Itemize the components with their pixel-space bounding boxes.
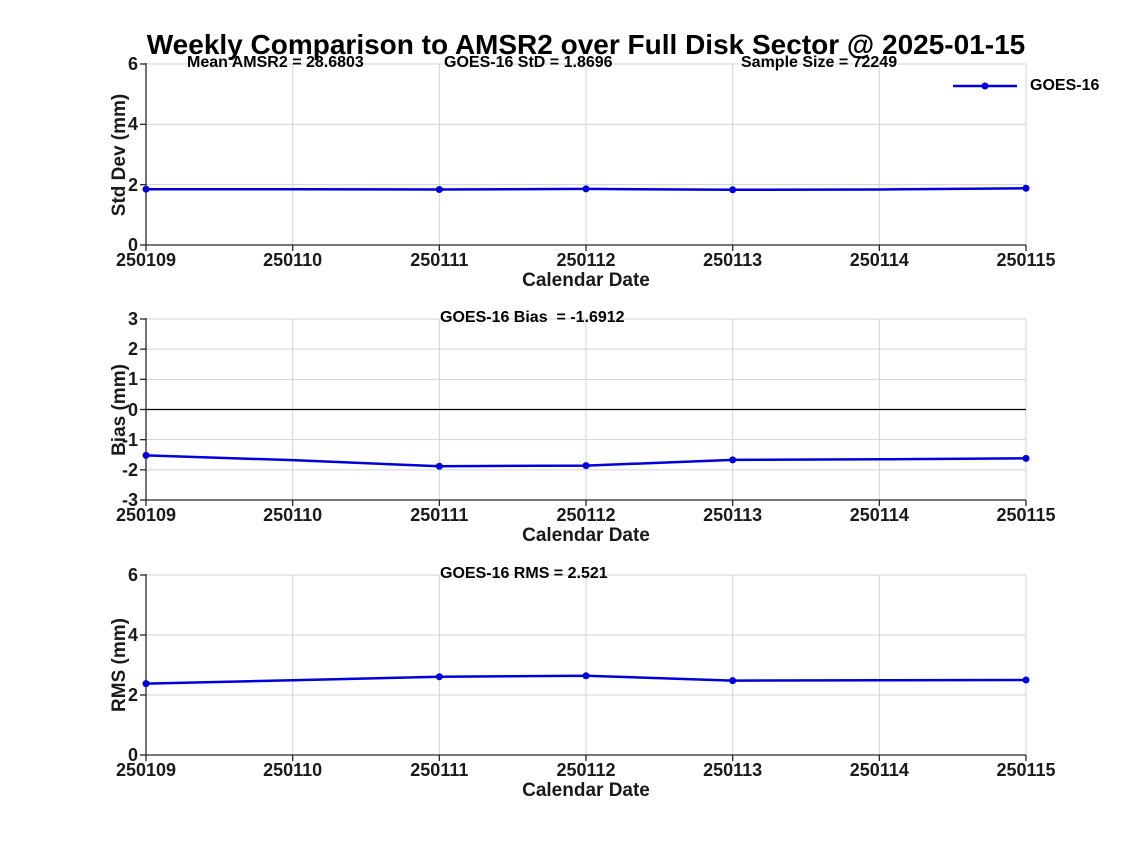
legend: GOES-16 xyxy=(953,77,1099,95)
y-tick-label: 2 xyxy=(127,174,138,195)
x-tick-label: 250114 xyxy=(849,760,909,780)
x-tick-label: 250112 xyxy=(556,760,616,780)
x-tick-label: 250113 xyxy=(703,505,763,525)
stat-annotation: Mean AMSR2 = 28.6803 xyxy=(187,54,364,71)
x-tick-label: 250109 xyxy=(115,250,177,270)
data-point-marker xyxy=(142,185,150,193)
data-point-marker xyxy=(582,462,590,470)
stat-annotation: GOES-16 StD = 1.8696 xyxy=(444,54,613,71)
y-tick-label: 4 xyxy=(127,114,138,135)
data-point-marker xyxy=(435,185,443,193)
data-point-marker xyxy=(435,673,443,681)
chart-title: Weekly Comparison to AMSR2 over Full Dis… xyxy=(146,29,1026,60)
x-tick-label: 250115 xyxy=(996,760,1056,780)
y-tick-label: 2 xyxy=(127,685,138,705)
x-tick-label: 250110 xyxy=(263,505,323,525)
y-tick-label: 1 xyxy=(127,369,138,390)
stat-annotation: Sample Size = 72249 xyxy=(741,54,898,71)
stat-annotation: GOES-16 Bias = -1.6912 xyxy=(440,309,625,326)
stat-annotation: GOES-16 RMS = 2.521 xyxy=(440,565,608,582)
y-tick-label: -2 xyxy=(121,459,138,480)
x-axis-label: Calendar Date xyxy=(522,525,650,546)
data-point-marker xyxy=(582,185,590,193)
x-tick-label: 250110 xyxy=(263,250,323,270)
data-point-marker xyxy=(142,680,150,688)
x-tick-label: 250112 xyxy=(556,250,616,270)
x-axis-label: Calendar Date xyxy=(522,780,650,801)
x-tick-label: 250111 xyxy=(410,760,469,780)
x-tick-label: 250114 xyxy=(849,505,909,525)
y-tick-label: 0 xyxy=(127,235,138,255)
x-tick-label: 250113 xyxy=(703,760,763,780)
data-point-marker xyxy=(1022,184,1030,192)
x-tick-label: 250109 xyxy=(115,760,177,780)
data-point-marker xyxy=(1022,676,1030,684)
x-tick-label: 250112 xyxy=(556,505,616,525)
data-point-marker xyxy=(729,186,737,194)
x-tick-label: 250114 xyxy=(849,250,909,270)
y-tick-label: 0 xyxy=(127,399,138,420)
x-tick-label: 250115 xyxy=(996,250,1056,270)
x-tick-label: 250111 xyxy=(410,505,469,525)
data-point-marker xyxy=(582,672,590,680)
y-tick-label: 6 xyxy=(127,565,138,585)
y-tick-label: 0 xyxy=(127,745,138,765)
y-tick-label: 6 xyxy=(127,54,138,74)
y-tick-label: 2 xyxy=(127,339,138,360)
legend-marker xyxy=(981,82,989,90)
x-tick-label: 250109 xyxy=(115,505,177,525)
y-tick-label: 3 xyxy=(127,309,138,329)
legend-line-sample xyxy=(953,82,1017,90)
data-point-marker xyxy=(435,462,443,470)
data-point-marker xyxy=(142,451,150,459)
y-tick-label: 4 xyxy=(127,625,138,645)
y-tick-label: -3 xyxy=(121,490,138,510)
y-axis-label: RMS (mm) xyxy=(109,618,130,712)
x-tick-label: 250113 xyxy=(703,250,763,270)
x-tick-label: 250111 xyxy=(410,250,469,270)
y-axis-label: Std Dev (mm) xyxy=(109,93,130,216)
y-tick-label: -1 xyxy=(121,429,138,450)
x-axis-label: Calendar Date xyxy=(522,270,650,291)
data-point-marker xyxy=(1022,454,1030,462)
x-tick-label: 250115 xyxy=(996,505,1056,525)
x-tick-label: 250110 xyxy=(263,760,323,780)
data-point-marker xyxy=(729,456,737,464)
data-point-marker xyxy=(729,677,737,685)
y-axis-label: Bias (mm) xyxy=(109,363,130,456)
legend-label: GOES-16 xyxy=(1030,77,1100,94)
